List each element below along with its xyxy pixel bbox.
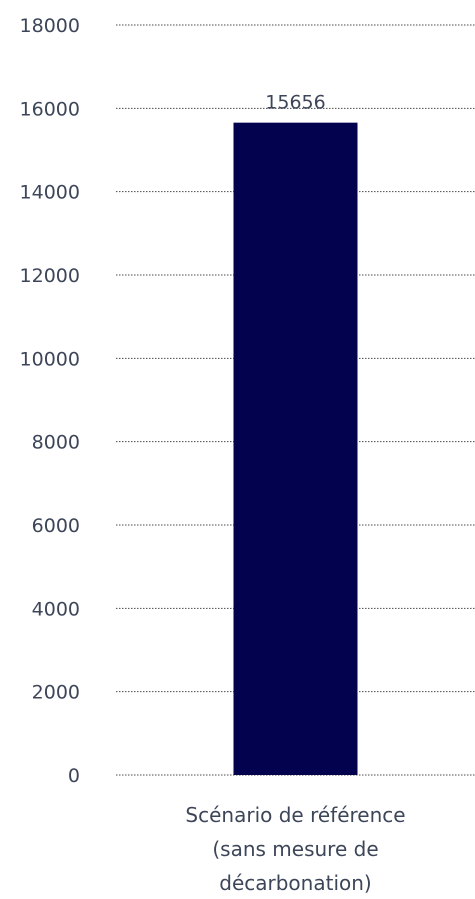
bar-value-label: 15656 xyxy=(265,92,325,114)
x-axis-category-labels: Scénario de référence (sans mesure de déca… xyxy=(185,803,405,895)
y-tick-label: 4000 xyxy=(32,598,80,620)
bar xyxy=(233,122,358,775)
y-tick-label: 12000 xyxy=(20,265,80,287)
x-category-label-line: (sans mesure de xyxy=(212,837,378,861)
y-tick-label: 16000 xyxy=(20,98,80,120)
x-category-label-line: décarbonation) xyxy=(219,871,371,895)
y-tick-label: 18000 xyxy=(20,15,80,37)
data-labels: 15656 xyxy=(265,92,325,114)
bars xyxy=(233,122,358,775)
y-tick-label: 8000 xyxy=(32,432,80,454)
y-tick-label: 2000 xyxy=(32,682,80,704)
y-axis-tick-labels: 0 2000 4000 6000 8000 10000 12000 14000 16000 180… xyxy=(20,15,80,787)
y-tick-label: 10000 xyxy=(20,348,80,370)
x-category-label: Scénario de référence (sans mesure de déca… xyxy=(185,803,405,895)
y-tick-label: 14000 xyxy=(20,182,80,204)
y-tick-label: 0 xyxy=(68,765,80,787)
x-category-label-line: Scénario de référence xyxy=(185,803,405,827)
y-tick-label: 6000 xyxy=(32,515,80,537)
